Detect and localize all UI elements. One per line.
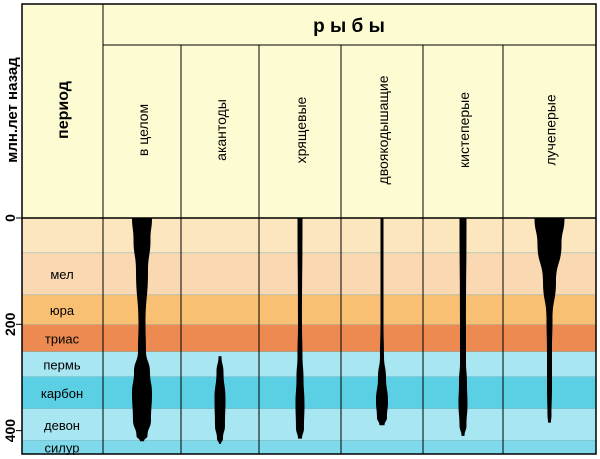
lineage-spindle-acanthodes (214, 356, 226, 444)
y-tick-label: 400 (2, 419, 18, 443)
header-background (102, 3, 597, 219)
period-band-devonian (22, 408, 596, 441)
period-band-silurian (22, 440, 596, 454)
table-frame (21, 3, 597, 455)
lineage-spindle-lobefin (458, 218, 468, 436)
period-header: период (55, 81, 72, 139)
lineage-spindle-cartilaginous (295, 218, 305, 439)
period-band-cenozoic (22, 218, 596, 254)
period-label-triassic: триас (45, 331, 80, 346)
period-band-carboniferous (22, 376, 596, 409)
lineage-spindle-lungfish (376, 218, 388, 426)
period-labels: мел юра триас пермь карбон девон силур (41, 267, 83, 455)
period-label-permian: пермь (43, 357, 80, 372)
period-label-jurassic: юра (50, 303, 75, 318)
period-label-cretaceous: мел (50, 267, 73, 282)
period-band-triassic (22, 324, 596, 352)
period-label-carboniferous: карбон (41, 386, 83, 401)
period-bands (22, 218, 596, 455)
column-label-lobefin: кистеперые (456, 92, 472, 168)
period-band-jurassic (22, 295, 596, 325)
period-label-silurian: силур (45, 440, 80, 455)
column-label-acanthodes: акантоды (213, 99, 229, 161)
y-axis-ticks: 0 200 400 (2, 214, 22, 442)
column-label-all: в целом (135, 104, 151, 156)
column-label-cartilaginous: хрящевые (293, 96, 309, 163)
group-header: р ы б ы (313, 16, 385, 37)
lineage-spindle-all (132, 218, 152, 442)
y-tick-label: 200 (2, 312, 18, 336)
lineage-spindle-rayfin (534, 218, 565, 423)
column-label-lungfish: двоякодышащие (375, 75, 391, 184)
y-axis-label: млн.лет назад (4, 57, 21, 163)
column-dividers (102, 4, 504, 454)
y-tick-label: 0 (2, 214, 18, 222)
column-labels: в целом акантоды хрящевые двоякодышащие кист… (135, 75, 559, 184)
period-band-permian (22, 351, 596, 377)
period-band-cretaceous (22, 253, 596, 296)
period-header-background (21, 3, 104, 219)
period-label-devonian: девон (44, 418, 80, 433)
column-label-rayfin: лучеперые (543, 94, 559, 165)
lineage-spindles (132, 218, 565, 444)
